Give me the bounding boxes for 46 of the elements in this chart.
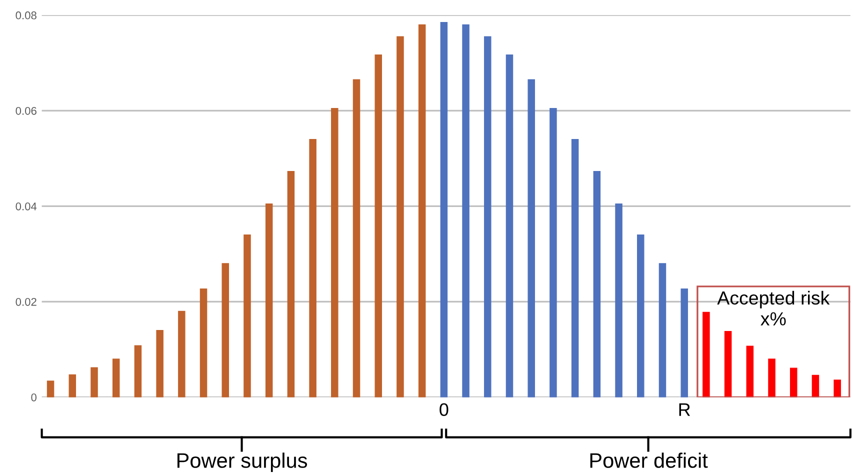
bar <box>440 22 448 398</box>
bar <box>680 288 688 398</box>
bar <box>462 24 470 398</box>
y-tick-label: 0.06 <box>16 106 36 115</box>
bar <box>200 288 208 398</box>
text: Power deficit <box>590 452 708 468</box>
bar <box>309 138 316 398</box>
bar <box>418 24 426 398</box>
bar <box>528 79 535 398</box>
bar <box>265 203 273 398</box>
y-tick-label: 0.04 <box>16 202 37 210</box>
bar <box>352 79 360 398</box>
bar <box>615 203 622 398</box>
bar <box>178 310 186 398</box>
bar <box>374 54 382 398</box>
bar <box>287 170 295 398</box>
bar <box>506 54 514 398</box>
bar <box>571 138 579 398</box>
bar <box>658 263 666 398</box>
bar <box>331 108 338 398</box>
annotation: Accepted risk x% <box>717 290 830 326</box>
bar <box>724 330 732 398</box>
bar <box>68 374 76 398</box>
x-tick-label: R <box>679 403 690 416</box>
bar <box>134 345 142 398</box>
bar <box>768 358 776 398</box>
bar <box>484 36 492 398</box>
y-tick-label: 0.08 <box>16 11 36 20</box>
bar <box>156 330 164 398</box>
bar <box>702 312 710 398</box>
bar <box>812 374 820 398</box>
bar <box>790 368 798 398</box>
bar <box>637 234 644 398</box>
y-tick-label: 0.02 <box>16 298 36 306</box>
bar <box>834 380 841 398</box>
y-tick-label: 0 <box>31 393 36 402</box>
bar <box>396 36 404 398</box>
bar <box>46 380 54 398</box>
bar <box>112 358 120 398</box>
bar <box>222 263 230 398</box>
bar <box>593 170 601 398</box>
bar <box>90 367 98 398</box>
bar <box>550 108 557 398</box>
bar <box>244 234 251 398</box>
text: Power surplus <box>177 452 308 472</box>
bar <box>746 346 754 398</box>
